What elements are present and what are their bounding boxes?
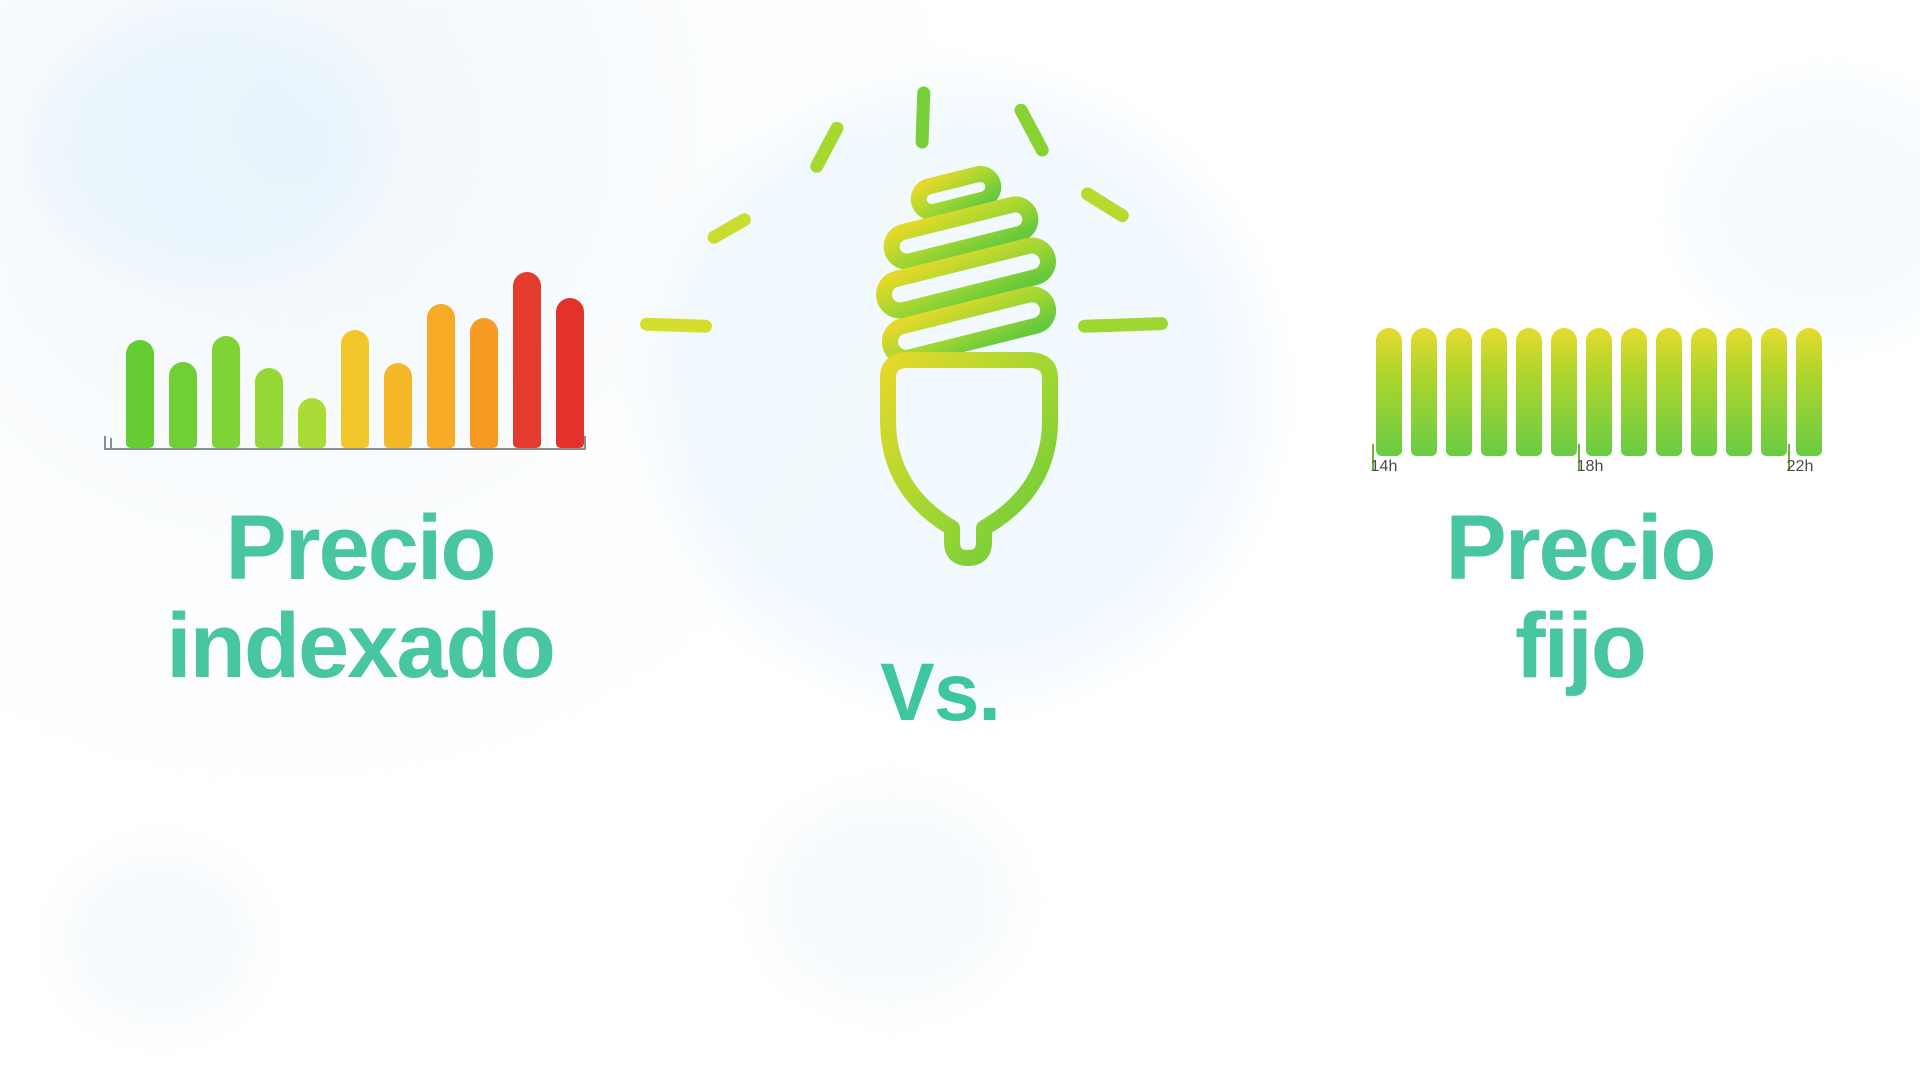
chart-bar <box>1481 328 1507 456</box>
light-ray <box>915 86 930 148</box>
light-ray <box>705 211 753 246</box>
chart-bar <box>470 318 498 448</box>
chart-bar <box>556 298 584 448</box>
lightbulb-icon <box>740 80 1180 640</box>
chart-tick-label: 22h <box>1787 458 1814 476</box>
chart-bars <box>126 272 584 448</box>
chart-bar <box>255 368 283 448</box>
chart-bar <box>384 363 412 448</box>
chart-bar <box>1621 328 1647 456</box>
chart-bar <box>513 272 541 448</box>
chart-bar <box>1761 328 1787 456</box>
chart-bar <box>1586 328 1612 456</box>
chart-bar <box>126 340 154 448</box>
chart-bar <box>1656 328 1682 456</box>
versus-label: Vs. <box>880 650 1000 737</box>
indexed-price-chart <box>110 262 580 450</box>
chart-bar <box>1551 328 1577 456</box>
heading-line: Precio <box>1445 497 1714 599</box>
chart-bar <box>427 304 455 448</box>
light-ray <box>640 317 712 333</box>
chart-bar <box>1516 328 1542 456</box>
chart-bar <box>298 398 326 448</box>
chart-tick-label: 18h <box>1577 458 1604 476</box>
chart-axis <box>104 448 586 450</box>
chart-bar <box>212 336 240 448</box>
chart-bar <box>1411 328 1437 456</box>
bg-blob <box>30 20 370 280</box>
chart-bar <box>1796 328 1822 456</box>
fixed-price-chart: 14h18h22h <box>1370 320 1820 470</box>
fixed-price-heading: Precio fijo <box>1400 500 1760 695</box>
heading-line: Precio <box>225 497 494 599</box>
chart-bar <box>1726 328 1752 456</box>
heading-line: indexado <box>166 595 554 697</box>
chart-tick <box>110 438 112 450</box>
bg-blob <box>760 790 1020 1010</box>
heading-line: fijo <box>1515 595 1645 697</box>
bg-blob <box>60 850 260 1030</box>
light-ray <box>1012 101 1051 158</box>
chart-tick-label: 14h <box>1371 458 1398 476</box>
chart-bar <box>341 330 369 448</box>
chart-bars <box>1376 328 1822 456</box>
indexed-price-heading: Precio indexado <box>110 500 610 695</box>
chart-axis-end <box>584 436 586 450</box>
bg-blob <box>1680 80 1920 340</box>
chart-bar <box>169 362 197 448</box>
chart-bar <box>1691 328 1717 456</box>
light-ray <box>1078 317 1168 333</box>
chart-axis-end <box>104 436 106 450</box>
chart-bar <box>1376 328 1402 456</box>
cfl-bulb-icon <box>828 160 1088 580</box>
chart-bar <box>1446 328 1472 456</box>
